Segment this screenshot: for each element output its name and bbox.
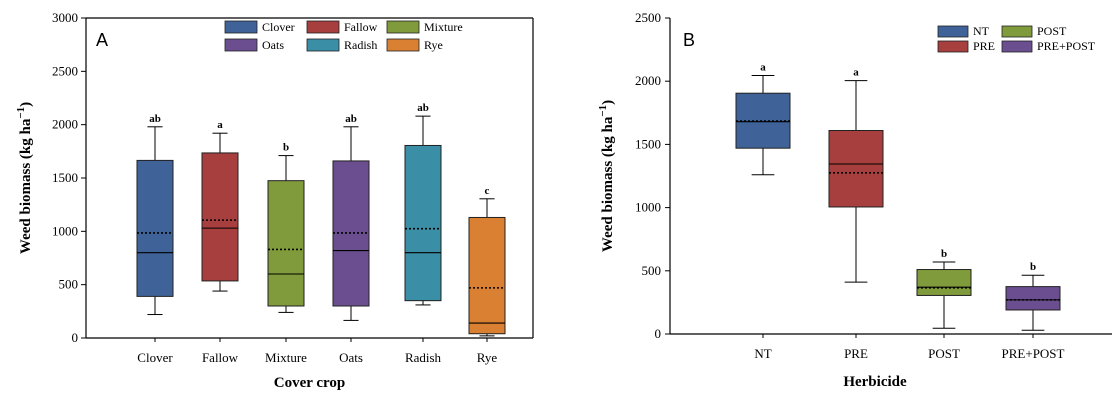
y-tick-label: 2000 — [635, 73, 661, 88]
y-tick-label: 2500 — [635, 10, 661, 25]
y-tick-label: 0 — [655, 326, 662, 341]
legend-label: Radish — [344, 38, 377, 52]
legend-swatch — [937, 40, 969, 53]
legend-swatch — [1001, 25, 1033, 38]
iqr-box — [267, 180, 305, 307]
panel-b-chart: 0 500 1000 1500 2000 2500 Ba NT a PRE b POST b PRE+PO… — [597, 10, 1112, 390]
y-tick-label: 1000 — [635, 200, 661, 215]
box-pre-post: b — [1005, 261, 1061, 331]
legend-label: Fallow — [344, 20, 378, 34]
box-radish: ab — [404, 102, 442, 306]
legend-label: NT — [973, 24, 990, 38]
iqr-box — [404, 144, 442, 302]
y-tick-label: 2000 — [52, 117, 78, 132]
y-axis-title: Weed biomass (kg ha−1) — [15, 102, 34, 254]
legend-item-fallow: Fallow — [306, 20, 378, 34]
y-tick-label: 1000 — [52, 223, 78, 238]
significance-letter: b — [1030, 261, 1036, 273]
significance-letter: ab — [417, 102, 429, 114]
x-tick-label: PRE+POST — [1002, 346, 1065, 361]
legend-label: Clover — [262, 20, 295, 34]
x-tick-label: Oats — [339, 350, 363, 365]
legend-swatch — [386, 20, 420, 34]
significance-letter: b — [283, 142, 289, 154]
significance-letter: a — [853, 67, 859, 79]
iqr-box — [1005, 286, 1061, 311]
legend-swatch — [224, 38, 258, 52]
legend-swatch — [306, 38, 340, 52]
legend-label: PRE — [973, 39, 995, 53]
box-fallow: a — [201, 119, 239, 292]
significance-letter: a — [760, 62, 766, 74]
x-tick-label: Radish — [405, 350, 442, 365]
iqr-box — [916, 269, 972, 296]
legend-item-oats: Oats — [224, 38, 284, 52]
x-axis-title: Herbicide — [843, 374, 907, 390]
y-tick-label: 500 — [642, 263, 662, 278]
x-tick-label: Mixture — [265, 350, 307, 365]
legend: NT POST PRE PRE+POST — [937, 24, 1096, 53]
x-tick-label: POST — [928, 346, 960, 361]
y-axis-title-main: Weed biomass (kg ha — [600, 116, 616, 252]
legend-label: PRE+POST — [1037, 39, 1096, 53]
box-pre: a — [828, 67, 884, 283]
y-tick-label: 2500 — [52, 63, 78, 78]
significance-letter: b — [941, 248, 947, 260]
x-tick-label: Rye — [477, 350, 498, 365]
y-tick-label: 500 — [59, 277, 79, 292]
legend-swatch — [306, 20, 340, 34]
panel-letter: A — [96, 30, 108, 50]
iqr-box — [468, 216, 506, 335]
legend: Clover Fallow Mixture Oats Radish Rye — [224, 20, 463, 52]
x-tick-label: PRE — [844, 346, 868, 361]
box-post: b — [916, 248, 972, 329]
legend-label: Mixture — [424, 20, 463, 34]
box-nt: a — [735, 62, 791, 176]
legend-item-mixture: Mixture — [386, 20, 463, 34]
x-tick-label: Clover — [137, 350, 173, 365]
y-tick-label: 1500 — [635, 136, 661, 151]
legend-label: Oats — [262, 38, 284, 52]
y-tick-label: 0 — [72, 330, 79, 345]
y-axis-title-superscript: −1 — [597, 105, 609, 117]
y-axis-title-superscript: −1 — [15, 107, 27, 119]
significance-letter: a — [217, 119, 223, 131]
x-axis-title: Cover crop — [274, 375, 346, 391]
legend-item-pre: PRE — [937, 39, 995, 53]
legend-item-clover: Clover — [224, 20, 295, 34]
iqr-box — [828, 129, 884, 208]
legend-item-pre-post: PRE+POST — [1001, 39, 1096, 53]
box-rye: c — [468, 185, 506, 337]
box-mixture: b — [267, 142, 305, 313]
iqr-box — [136, 159, 174, 297]
significance-letter: ab — [345, 113, 357, 125]
legend-item-nt: NT — [937, 24, 990, 38]
legend-label: Rye — [424, 38, 443, 52]
legend-label: POST — [1037, 24, 1067, 38]
legend-swatch — [937, 25, 969, 38]
significance-letter: ab — [149, 113, 161, 125]
x-tick-label: Fallow — [202, 350, 239, 365]
y-axis-title: Weed biomass (kg ha−1) — [597, 100, 616, 252]
significance-letter: c — [485, 185, 490, 197]
legend-item-rye: Rye — [386, 38, 443, 52]
legend-swatch — [1001, 40, 1033, 53]
legend-swatch — [224, 20, 258, 34]
box-clover: ab — [136, 113, 174, 316]
x-tick-label: NT — [754, 346, 771, 361]
legend-item-post: POST — [1001, 24, 1067, 38]
panel-a-chart: 0 500 1000 1500 2000 2500 3000 Aab Clover a Fallow… — [15, 10, 534, 391]
panel-letter: B — [683, 30, 695, 50]
legend-item-radish: Radish — [306, 38, 377, 52]
legend-swatch — [386, 38, 420, 52]
y-tick-label: 3000 — [52, 10, 78, 25]
y-axis-title-close: ) — [600, 100, 616, 105]
y-axis-title-main: Weed biomass (kg ha — [18, 118, 34, 254]
y-tick-label: 1500 — [52, 170, 78, 185]
box-oats: ab — [332, 113, 370, 321]
iqr-box — [201, 152, 239, 282]
y-axis-title-close: ) — [18, 102, 34, 107]
